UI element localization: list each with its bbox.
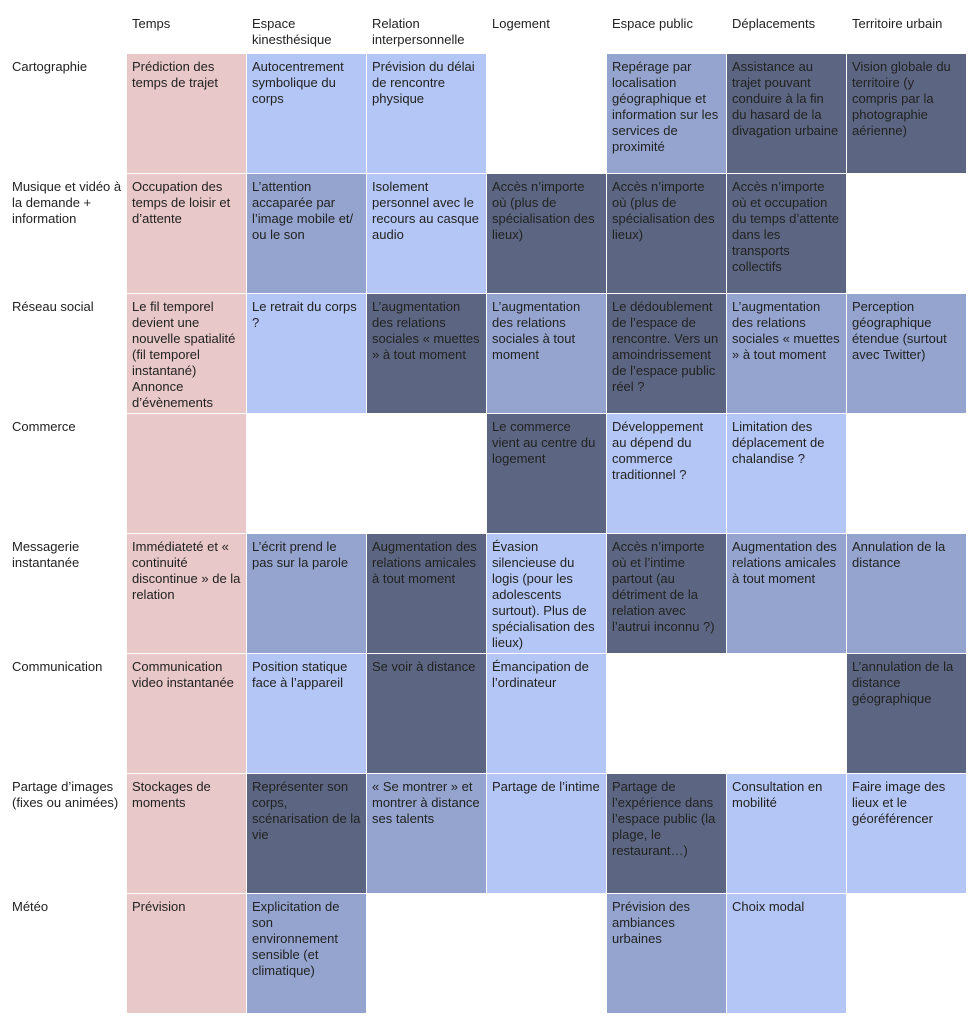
- matrix-cell: Occupation des temps de loisir et d’atte…: [127, 174, 246, 293]
- matrix-cell: Vision globale du territoire (y compris …: [847, 54, 966, 173]
- matrix-cell: Consultation en mobilité: [727, 774, 846, 893]
- matrix-cell: Émancipation de l’ordinateur: [487, 654, 606, 773]
- matrix-cell: [847, 174, 966, 293]
- matrix-cell: Prévision du délai de rencontre physique: [367, 54, 486, 173]
- matrix-cell: L’attention accaparée par l’image mobile…: [247, 174, 366, 293]
- matrix-cell: Le commerce vient au centre du logement: [487, 414, 606, 533]
- row-label: Météo: [12, 899, 49, 914]
- matrix-cell: L’annulation de la distance géographique: [847, 654, 966, 773]
- matrix-cell: Développement au dépend du commerce trad…: [607, 414, 726, 533]
- row-label: Cartographie: [12, 59, 88, 74]
- matrix-cell: Explicitation de son environnement sensi…: [247, 894, 366, 1013]
- row-label: Partage d’images (fixes ou animées): [12, 779, 119, 810]
- matrix-cell: Prédiction des temps de trajet: [127, 54, 246, 173]
- matrix-cell: L’écrit prend le pas sur la parole: [247, 534, 366, 653]
- matrix-cell: Le retrait du corps ?: [247, 294, 366, 413]
- matrix-cell: L’augmentation des relations sociales à …: [487, 294, 606, 413]
- matrix-cell: [487, 894, 606, 1013]
- matrix-cell: Autocentrement symbolique du corps: [247, 54, 366, 173]
- matrix-cell: Assistance au trajet pouvant conduire à …: [727, 54, 846, 173]
- column-header: Déplacements: [732, 16, 816, 31]
- row-label: Réseau social: [12, 299, 94, 314]
- matrix-cell: Annulation de la distance: [847, 534, 966, 653]
- column-header: Temps: [132, 16, 171, 31]
- column-header: Espace kinesthésique: [252, 16, 332, 47]
- matrix-cell: Position statique face à l’appareil: [247, 654, 366, 773]
- column-header: Logement: [492, 16, 550, 31]
- matrix-cell: Immédiateté et « continuité discontinue …: [127, 534, 246, 653]
- matrix-cell: Partage de l’intime: [487, 774, 606, 893]
- row-label: Musique et vidéo à la demande + informat…: [12, 179, 122, 226]
- matrix-cell: Se voir à distance: [367, 654, 486, 773]
- matrix-cell: L’augmentation des relations sociales « …: [727, 294, 846, 413]
- matrix-cell: Accès n’importe où et l’intime partout (…: [607, 534, 726, 653]
- matrix-cell: [847, 894, 966, 1013]
- matrix-cell: [727, 654, 846, 773]
- matrix-cell: Limitation des déplacement de chalandise…: [727, 414, 846, 533]
- row-label: Messagerie instantanée: [12, 539, 80, 570]
- matrix-cell: [247, 414, 366, 533]
- matrix-cell: [607, 654, 726, 773]
- matrix-cell: Prévision: [127, 894, 246, 1013]
- matrix-cell: « Se montrer » et montrer à distance ses…: [367, 774, 486, 893]
- matrix-cell: Augmentation des relations amicales à to…: [727, 534, 846, 653]
- matrix-cell: Stockages de moments: [127, 774, 246, 893]
- matrix-cell: Perception géographique étendue (surtout…: [847, 294, 966, 413]
- matrix-cell: Prévision des ambiances urbaines: [607, 894, 726, 1013]
- matrix-cell: [847, 414, 966, 533]
- matrix-cell: Augmentation des relations amicales à to…: [367, 534, 486, 653]
- column-header: Espace public: [612, 16, 693, 31]
- matrix-cell: Partage de l’expérience dans l’espace pu…: [607, 774, 726, 893]
- matrix-cell: Isolement personnel avec le recours au c…: [367, 174, 486, 293]
- column-header: Territoire urbain: [852, 16, 943, 31]
- row-label: Communication: [12, 659, 103, 674]
- matrix-cell: Communication video instantanée: [127, 654, 246, 773]
- matrix-cell: Accès n’importe où (plus de spécialisati…: [607, 174, 726, 293]
- matrix-cell: L’augmentation des relations sociales « …: [367, 294, 486, 413]
- matrix-cell: [127, 414, 246, 533]
- matrix-cell: Le fil temporel devient une nouvelle spa…: [127, 294, 246, 413]
- matrix-cell: [367, 894, 486, 1013]
- matrix-cell: Accès n’importe où et occupation du temp…: [727, 174, 846, 293]
- matrix-cell: Représenter son corps, scénarisation de …: [247, 774, 366, 893]
- matrix-cell: Choix modal: [727, 894, 846, 1013]
- matrix-cell: Accès n’importe où (plus de spécialisati…: [487, 174, 606, 293]
- matrix-cell: Le dédoublement de l’espace de rencontre…: [607, 294, 726, 413]
- column-header: Relation interpersonnelle: [372, 16, 465, 47]
- matrix-cell: Évasion silencieuse du logis (pour les a…: [487, 534, 606, 653]
- matrix-cell: Faire image des lieux et le géoréférence…: [847, 774, 966, 893]
- matrix-cell: Repérage par localisation géographique e…: [607, 54, 726, 173]
- matrix-cell: [367, 414, 486, 533]
- matrix-cell: [487, 54, 606, 173]
- row-label: Commerce: [12, 419, 76, 434]
